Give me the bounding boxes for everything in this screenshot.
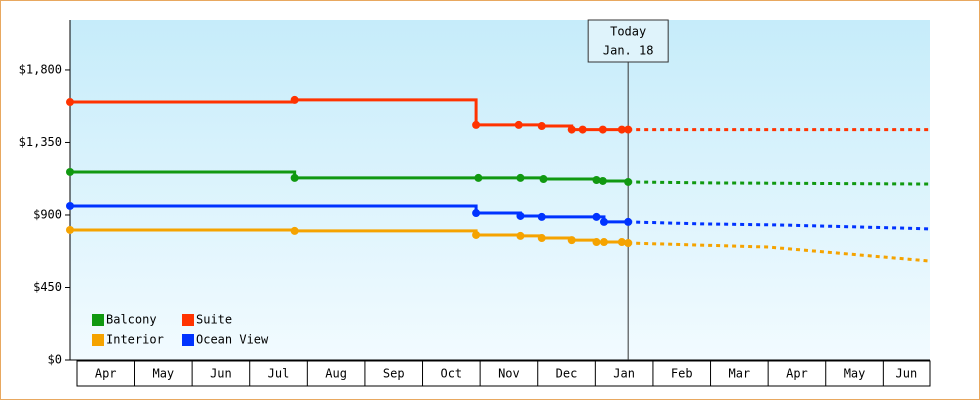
today-label: Jan. 18: [603, 44, 654, 58]
x-tick-label: May: [844, 367, 866, 381]
point: [472, 230, 481, 239]
today-box: [587, 19, 669, 63]
legend-swatch: [182, 334, 194, 346]
point: [537, 212, 546, 221]
point: [592, 212, 601, 221]
point: [624, 125, 633, 134]
point: [598, 176, 607, 185]
point: [599, 238, 608, 247]
point: [290, 226, 299, 235]
x-tick-label: Jan: [613, 367, 635, 381]
point: [567, 125, 576, 134]
x-tick-label: May: [152, 367, 174, 381]
point: [624, 217, 633, 226]
point: [599, 217, 608, 226]
point: [516, 231, 525, 240]
point: [624, 177, 633, 186]
point: [472, 120, 481, 129]
x-tick-label: Apr: [786, 367, 808, 381]
y-tick-label: $450: [33, 280, 62, 294]
point: [539, 175, 548, 184]
legend-swatch: [92, 334, 104, 346]
x-tick-label: Apr: [95, 367, 117, 381]
x-tick-label: Jul: [268, 367, 290, 381]
y-tick-label: $900: [33, 207, 62, 221]
point: [598, 125, 607, 134]
forecast-line: [628, 180, 931, 186]
x-tick-label: Dec: [556, 367, 578, 381]
point: [578, 125, 587, 134]
forecast-line: [628, 241, 931, 263]
point: [617, 125, 626, 134]
y-tick-label: $1,800: [19, 62, 62, 76]
point: [66, 167, 74, 176]
point: [592, 238, 601, 247]
y-tick-label: $0: [48, 353, 62, 367]
x-tick-label: Jun: [896, 367, 918, 381]
plot-area: [70, 20, 930, 360]
forecast-line: [628, 220, 931, 231]
point: [516, 211, 525, 220]
legend-label: Suite: [196, 313, 232, 327]
point: [66, 98, 74, 107]
point: [537, 122, 546, 131]
point: [537, 234, 546, 243]
legend-swatch: [92, 314, 104, 326]
legend-label: Balcony: [106, 313, 157, 327]
legend-swatch: [182, 314, 194, 326]
x-tick-label: Sep: [383, 367, 405, 381]
point: [474, 173, 483, 182]
point: [472, 209, 481, 218]
x-tick-label: Oct: [440, 367, 462, 381]
x-tick-label: Feb: [671, 367, 693, 381]
x-tick-label: Aug: [325, 367, 347, 381]
point: [567, 236, 576, 245]
today-label: Today: [610, 25, 646, 39]
x-tick-label: Mar: [728, 367, 750, 381]
legend-label: Interior: [106, 333, 164, 347]
point: [592, 176, 601, 185]
point: [624, 239, 633, 248]
point: [66, 225, 74, 234]
point: [516, 173, 525, 182]
x-tick-label: Nov: [498, 367, 520, 381]
month-strip: [76, 360, 931, 387]
point: [617, 238, 626, 247]
point: [514, 120, 523, 129]
legend-label: Ocean View: [196, 333, 269, 347]
point: [290, 95, 299, 104]
x-tick-label: Jun: [210, 367, 232, 381]
point: [290, 173, 299, 182]
y-tick-label: $1,350: [19, 135, 62, 149]
point: [66, 201, 74, 210]
